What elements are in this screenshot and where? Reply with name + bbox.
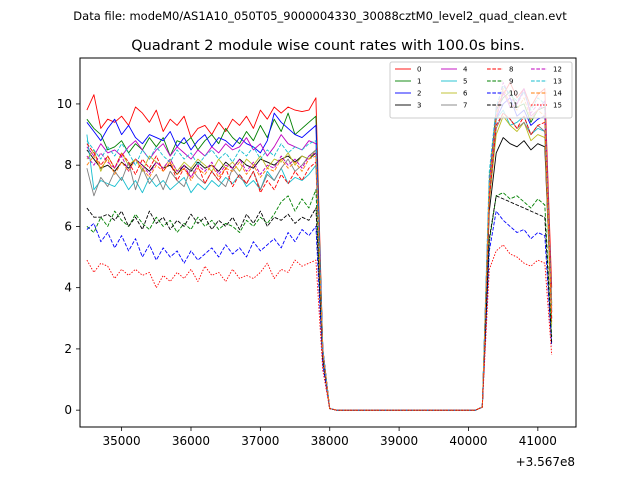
chart-title: Quadrant 2 module wise count rates with …: [131, 38, 525, 54]
legend-frame: [389, 61, 573, 119]
y-tick-label: 8: [64, 158, 72, 172]
x-tick-label: 37000: [241, 434, 279, 448]
legend-label-3: 3: [417, 102, 421, 110]
series-line-10: [86, 210, 553, 411]
y-tick-label: 6: [64, 219, 72, 233]
x-tick-label: 39000: [380, 434, 418, 448]
legend-label-4: 4: [463, 66, 468, 74]
legend-label-1: 1: [417, 78, 421, 86]
series-line-15: [86, 244, 553, 411]
y-tick-label: 2: [64, 342, 72, 356]
legend-label-12: 12: [553, 66, 562, 74]
legend-label-5: 5: [463, 78, 467, 86]
y-tick-label: 10: [57, 97, 72, 111]
legend-label-14: 14: [553, 90, 562, 98]
plot-area: [79, 57, 577, 428]
x-offset-label: +3.567e8: [516, 455, 575, 469]
legend-label-11: 11: [509, 102, 518, 110]
axes-frame: [79, 57, 577, 428]
suptitle: Data file: modeM0/AS1A10_050T05_90000043…: [73, 9, 567, 23]
legend-label-13: 13: [553, 78, 562, 86]
series-line-9: [86, 189, 553, 411]
y-tick-label: 0: [64, 403, 72, 417]
x-tick-label: 38000: [311, 434, 349, 448]
legend-label-8: 8: [509, 66, 513, 74]
legend-label-2: 2: [417, 90, 421, 98]
x-tick-label: 41000: [519, 434, 557, 448]
x-tick-label: 35000: [103, 434, 141, 448]
y-axis: 0 2 4 6 8 10: [57, 97, 80, 417]
x-tick-label: 36000: [172, 434, 210, 448]
x-tick-label: 40000: [449, 434, 487, 448]
legend-label-9: 9: [509, 78, 513, 86]
legend-label-6: 6: [463, 90, 468, 98]
legend-label-0: 0: [417, 66, 421, 74]
x-axis: 35000 36000 37000 38000 39000 40000 41000: [103, 427, 557, 448]
y-tick-label: 4: [64, 281, 72, 295]
legend-label-7: 7: [463, 102, 467, 110]
legend-label-15: 15: [553, 102, 562, 110]
legend-label-10: 10: [509, 90, 518, 98]
series-layer: [86, 82, 553, 411]
